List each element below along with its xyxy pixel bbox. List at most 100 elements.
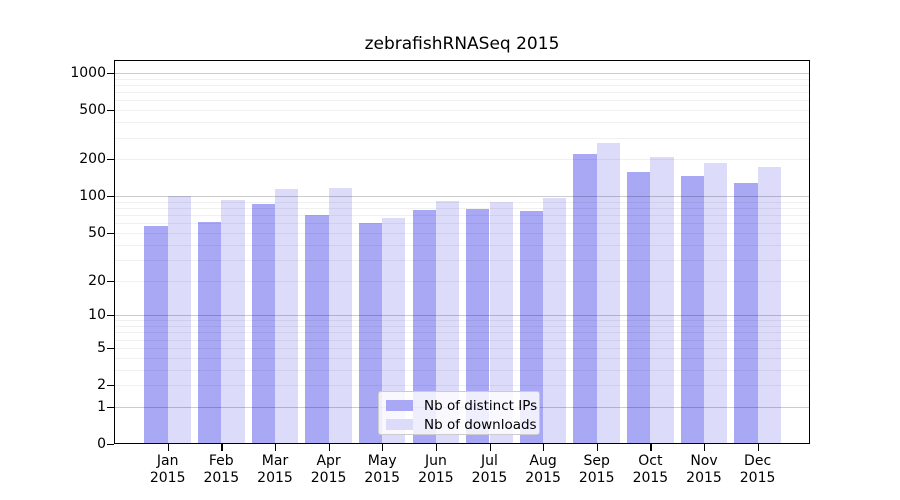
gridline-minor-50	[114, 232, 810, 234]
bar-distinct-ips-nov	[680, 176, 704, 444]
gridline-minor-4	[114, 357, 810, 359]
x-tick-aug	[543, 444, 545, 451]
y-tick-label-0: 0	[97, 436, 106, 452]
bar-distinct-ips-jul	[466, 209, 490, 444]
bar-distinct-ips-jun	[412, 210, 436, 444]
gridline-minor-300	[114, 137, 810, 139]
x-tick-label-aug: Aug 2015	[525, 453, 561, 486]
bar-distinct-ips-jan	[144, 226, 168, 444]
x-tick-oct	[650, 444, 652, 451]
x-tick-may	[382, 444, 384, 451]
x-tick-feb	[221, 444, 223, 451]
x-tick-label-sep: Sep 2015	[578, 453, 615, 486]
bar-downloads-jan	[167, 196, 191, 444]
legend-item-distinct-ips: Nb of distinct IPs	[379, 397, 539, 414]
y-tick-label-10: 10	[88, 307, 106, 324]
x-tick-label-feb: Feb 2015	[203, 453, 240, 486]
bar-distinct-ips-aug	[519, 211, 544, 444]
legend-label-downloads: Nb of downloads	[424, 416, 537, 433]
y-tick-label-5: 5	[97, 339, 106, 356]
gridline-minor-5	[114, 347, 810, 349]
y-tick-0	[107, 444, 114, 446]
bar-distinct-ips-oct	[627, 172, 651, 444]
bar-distinct-ips-dec	[734, 183, 758, 444]
y-tick-1	[107, 406, 114, 409]
gridline-minor-80	[114, 208, 810, 209]
y-tick-label-100: 100	[79, 188, 106, 205]
gridline-minor-3	[114, 369, 810, 371]
bar-downloads-mar	[275, 189, 299, 444]
x-tick-mar	[275, 444, 277, 451]
bar-downloads-feb	[221, 200, 245, 444]
x-tick-dec	[757, 444, 759, 451]
y-tick-label-20: 20	[88, 272, 106, 289]
gridline-minor-600	[114, 100, 810, 102]
bar-distinct-ips-sep	[573, 153, 597, 444]
legend: Nb of distinct IPs Nb of downloads	[378, 391, 540, 435]
gridline-minor-90	[114, 201, 810, 203]
y-tick-5	[107, 347, 114, 350]
y-tick-100	[107, 196, 114, 198]
gridline-minor-500	[114, 110, 810, 112]
x-tick-label-apr: Apr 2015	[310, 453, 347, 486]
gridline-minor-20	[114, 280, 810, 282]
x-tick-nov	[704, 444, 706, 451]
bar-distinct-ips-apr	[305, 215, 329, 444]
gridline-minor-60	[114, 223, 810, 225]
gridline-major-10	[114, 315, 810, 317]
gridline-minor-70	[114, 215, 810, 217]
y-tick-1000	[107, 73, 114, 75]
gridline-minor-9	[114, 320, 810, 322]
bar-downloads-nov	[704, 163, 728, 444]
x-tick-jun	[435, 444, 438, 451]
legend-label-distinct-ips: Nb of distinct IPs	[424, 397, 538, 414]
legend-item-downloads: Nb of downloads	[379, 416, 539, 433]
x-tick-apr	[328, 444, 330, 451]
gridline-minor-900	[114, 78, 810, 80]
gridline-minor-200	[114, 159, 810, 161]
gridline-minor-2	[114, 385, 810, 386]
bar-distinct-ips-feb	[198, 222, 222, 444]
x-tick-jan	[167, 444, 169, 451]
y-tick-2	[107, 385, 114, 387]
bar-downloads-dec	[757, 166, 781, 444]
y-tick-50	[107, 232, 114, 235]
legend-swatch-downloads-icon	[386, 419, 413, 430]
bar-downloads-jun	[435, 201, 460, 444]
y-tick-label-500: 500	[79, 102, 106, 119]
x-tick-label-dec: Dec 2015	[739, 453, 776, 486]
gridline-minor-800	[114, 85, 810, 86]
x-tick-label-jun: Jun 2015	[418, 453, 454, 486]
x-tick-label-may: May 2015	[364, 453, 400, 486]
bar-downloads-aug	[543, 198, 567, 444]
x-tick-label-jan: Jan 2015	[149, 453, 186, 486]
gridline-minor-8	[114, 326, 810, 327]
y-tick-label-2: 2	[97, 377, 106, 393]
y-tick-20	[107, 280, 114, 282]
bar-distinct-ips-mar	[251, 204, 275, 444]
y-tick-label-50: 50	[88, 224, 106, 241]
x-tick-label-jul: Jul 2015	[471, 453, 508, 486]
bar-downloads-oct	[650, 157, 674, 444]
x-tick-jul	[489, 444, 491, 451]
plot-area: Nb of distinct IPs Nb of downloads	[107, 60, 810, 451]
gridline-major-1000	[114, 73, 810, 75]
gridline-minor-700	[114, 92, 810, 94]
legend-swatch-distinct-ips-icon	[386, 400, 413, 411]
y-tick-label-1000: 1000	[70, 65, 106, 81]
gridline-minor-30	[114, 259, 810, 261]
y-tick-500	[107, 110, 114, 112]
gridline-minor-400	[114, 122, 810, 124]
x-tick-label-nov: Nov 2015	[686, 453, 722, 486]
gridline-minor-40	[114, 244, 810, 246]
x-tick-label-mar: Mar 2015	[257, 453, 293, 486]
gridline-minor-6	[114, 339, 810, 341]
y-tick-label-1: 1	[97, 398, 106, 415]
x-tick-label-oct: Oct 2015	[632, 453, 669, 486]
x-tick-sep	[596, 444, 598, 451]
gridline-minor-7	[114, 332, 810, 334]
bar-downloads-jul	[489, 201, 513, 444]
y-tick-label-200: 200	[79, 151, 106, 168]
y-tick-200	[107, 159, 114, 161]
